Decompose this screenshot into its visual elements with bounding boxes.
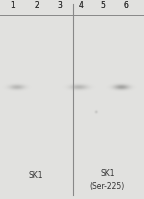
Text: 1: 1 — [11, 1, 15, 10]
Text: (Ser-225): (Ser-225) — [90, 181, 125, 191]
Text: 4: 4 — [78, 1, 83, 10]
Text: 3: 3 — [57, 1, 62, 10]
Text: 4: 4 — [78, 1, 83, 10]
Text: 2: 2 — [34, 1, 39, 10]
Text: 1: 1 — [11, 1, 15, 10]
Text: SK1: SK1 — [29, 171, 43, 180]
Text: 6: 6 — [124, 1, 128, 10]
Text: 5: 5 — [101, 1, 105, 10]
Text: 3: 3 — [57, 1, 62, 10]
Text: SK1: SK1 — [100, 169, 114, 178]
Text: 5: 5 — [101, 1, 105, 10]
Text: 6: 6 — [124, 1, 128, 10]
Text: 2: 2 — [34, 1, 39, 10]
